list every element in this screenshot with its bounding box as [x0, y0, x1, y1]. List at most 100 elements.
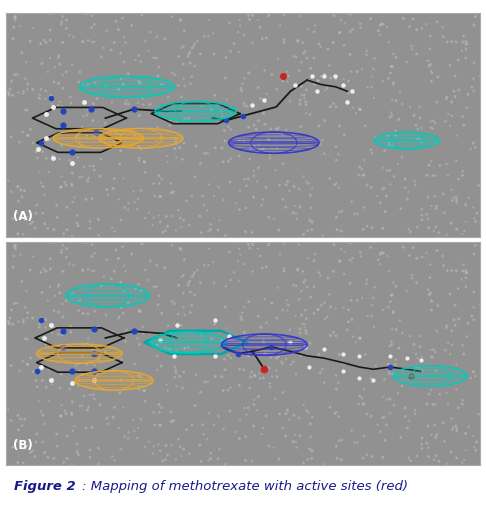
Point — [471, 241, 479, 250]
Point — [453, 427, 461, 435]
Point — [302, 177, 310, 186]
Point — [260, 424, 267, 432]
Point — [324, 45, 332, 54]
Point — [88, 11, 96, 20]
Point — [68, 410, 76, 419]
Point — [418, 216, 426, 224]
Point — [310, 256, 318, 265]
Point — [272, 166, 279, 174]
Point — [387, 108, 395, 116]
Point — [310, 81, 318, 89]
Point — [401, 412, 409, 421]
Point — [50, 306, 58, 315]
Point — [232, 428, 240, 436]
Point — [181, 82, 189, 90]
Point — [68, 408, 75, 417]
Point — [9, 91, 17, 99]
Point — [376, 250, 384, 258]
Point — [226, 407, 234, 415]
Point — [67, 93, 74, 101]
Point — [332, 103, 340, 111]
Point — [132, 56, 139, 64]
Point — [174, 206, 182, 214]
Point — [221, 366, 229, 374]
Point — [241, 175, 248, 184]
Point — [211, 91, 219, 99]
Point — [112, 17, 120, 25]
Point — [218, 107, 226, 115]
Point — [137, 287, 145, 295]
Point — [234, 28, 242, 36]
Point — [399, 243, 407, 251]
Point — [171, 71, 178, 79]
Point — [209, 29, 217, 37]
Point — [465, 193, 472, 202]
Point — [335, 184, 343, 192]
Point — [172, 140, 180, 148]
Point — [389, 309, 397, 317]
Point — [50, 454, 58, 463]
Point — [470, 303, 478, 311]
Point — [180, 139, 188, 147]
Point — [237, 21, 244, 30]
Point — [347, 239, 354, 247]
Point — [230, 40, 238, 48]
Point — [362, 122, 369, 130]
Point — [266, 150, 274, 159]
Point — [367, 146, 375, 154]
Point — [413, 452, 421, 460]
Point — [405, 417, 413, 425]
Point — [472, 446, 480, 454]
Point — [141, 37, 149, 45]
Point — [432, 400, 439, 408]
Point — [39, 438, 47, 446]
Point — [261, 120, 269, 128]
Point — [133, 434, 141, 442]
Point — [222, 303, 229, 311]
Point — [135, 383, 143, 391]
Point — [162, 441, 170, 450]
Point — [236, 136, 243, 145]
Point — [376, 260, 384, 268]
Point — [124, 205, 132, 214]
Point — [72, 133, 80, 141]
Point — [216, 216, 224, 225]
Point — [236, 244, 243, 253]
Point — [95, 231, 103, 239]
Point — [345, 89, 352, 97]
Point — [26, 266, 34, 274]
Point — [314, 76, 322, 85]
Point — [428, 69, 436, 77]
Point — [443, 37, 451, 46]
Point — [54, 54, 62, 62]
Point — [418, 211, 426, 219]
Point — [330, 267, 337, 276]
Point — [302, 109, 310, 118]
Point — [63, 24, 70, 33]
Point — [384, 303, 392, 311]
Point — [11, 242, 18, 250]
Point — [315, 350, 323, 359]
Point — [20, 415, 28, 423]
Point — [8, 306, 16, 314]
Point — [236, 415, 244, 424]
Point — [153, 32, 160, 41]
Point — [32, 209, 40, 217]
Point — [279, 195, 287, 203]
Point — [176, 214, 184, 222]
Point — [47, 91, 54, 99]
Point — [230, 268, 238, 277]
Point — [39, 182, 47, 190]
Point — [297, 311, 305, 319]
Point — [60, 458, 68, 466]
Point — [153, 261, 160, 269]
Point — [443, 266, 451, 275]
Point — [330, 99, 337, 108]
Point — [446, 290, 454, 298]
Point — [50, 238, 58, 246]
Point — [357, 249, 364, 257]
Point — [189, 272, 196, 281]
Point — [249, 238, 257, 246]
Point — [427, 289, 434, 297]
Point — [300, 320, 308, 328]
